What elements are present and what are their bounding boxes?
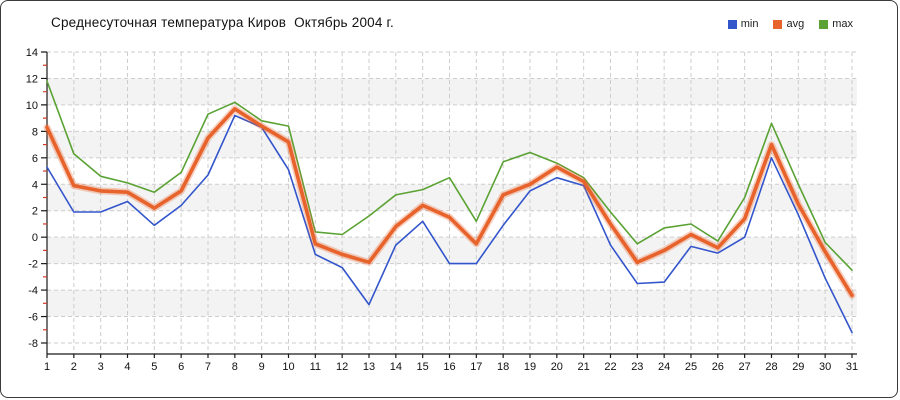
- legend-label-max: max: [832, 18, 853, 30]
- legend-item-avg: avg: [773, 18, 804, 30]
- series-line-min: [46, 114, 853, 334]
- x-tick-label: 30: [819, 361, 831, 373]
- y-tick-label: 0: [32, 232, 38, 244]
- plot-band: [47, 78, 857, 105]
- legend: min avg max: [727, 18, 853, 30]
- x-tick-label: 28: [765, 361, 777, 373]
- plot-band: [47, 290, 857, 317]
- y-tick-label: -8: [28, 338, 38, 350]
- legend-item-max: max: [819, 18, 853, 30]
- x-tick-label: 11: [310, 361, 321, 373]
- x-tick-label: 18: [497, 361, 509, 373]
- y-tick-label: 14: [26, 47, 38, 59]
- x-tick-label: 15: [417, 361, 429, 373]
- legend-swatch-max: [819, 19, 829, 29]
- x-tick-label: 27: [739, 361, 751, 373]
- y-tick-label: 2: [32, 206, 38, 218]
- x-tick-label: 23: [631, 361, 643, 373]
- x-tick-label: 14: [390, 361, 402, 373]
- plot-band: [47, 237, 857, 264]
- x-tick-label: 25: [685, 361, 697, 373]
- x-tick-label: 9: [259, 361, 265, 373]
- x-tick-label: 1: [44, 361, 50, 373]
- legend-item-min: min: [727, 18, 759, 30]
- x-tick-label: 4: [124, 361, 130, 373]
- x-tick-label: 26: [712, 361, 724, 373]
- x-tick-label: 12: [336, 361, 348, 373]
- x-tick-label: 21: [578, 361, 590, 373]
- x-tick-label: 17: [470, 361, 482, 373]
- x-tick-label: 13: [363, 361, 375, 373]
- x-tick-label: 22: [604, 361, 616, 373]
- x-tick-label: 6: [178, 361, 184, 373]
- y-tick-label: 8: [32, 126, 38, 138]
- series-line-avg: [45, 107, 854, 298]
- x-tick-label: 29: [792, 361, 804, 373]
- y-tick-label: 4: [32, 179, 38, 191]
- y-tick-label: 10: [26, 100, 38, 112]
- x-tick-label: 24: [658, 361, 670, 373]
- x-tick-label: 3: [98, 361, 104, 373]
- legend-label-min: min: [740, 18, 759, 30]
- y-tick-label: 6: [32, 153, 38, 165]
- y-tick-label: -4: [28, 285, 38, 297]
- plot-band: [47, 131, 857, 158]
- legend-swatch-avg: [773, 19, 783, 29]
- x-tick-label: 2: [71, 361, 77, 373]
- x-tick-label: 10: [282, 361, 294, 373]
- y-tick-label: -2: [28, 259, 38, 271]
- x-tick-label: 20: [551, 361, 563, 373]
- y-tick-label: 12: [26, 73, 38, 85]
- x-tick-label: 8: [232, 361, 238, 373]
- x-tick-label: 5: [151, 361, 157, 373]
- legend-swatch-min: [727, 19, 737, 29]
- series-line-max: [46, 80, 853, 272]
- chart-title: Среднесуточная температура Киров Октябрь…: [51, 15, 394, 30]
- x-tick-label: 7: [205, 361, 211, 373]
- legend-label-avg: avg: [786, 18, 805, 30]
- x-tick-label: 19: [524, 361, 536, 373]
- x-tick-label: 31: [846, 361, 858, 373]
- x-tick-label: 16: [443, 361, 455, 373]
- y-tick-label: -6: [28, 312, 38, 324]
